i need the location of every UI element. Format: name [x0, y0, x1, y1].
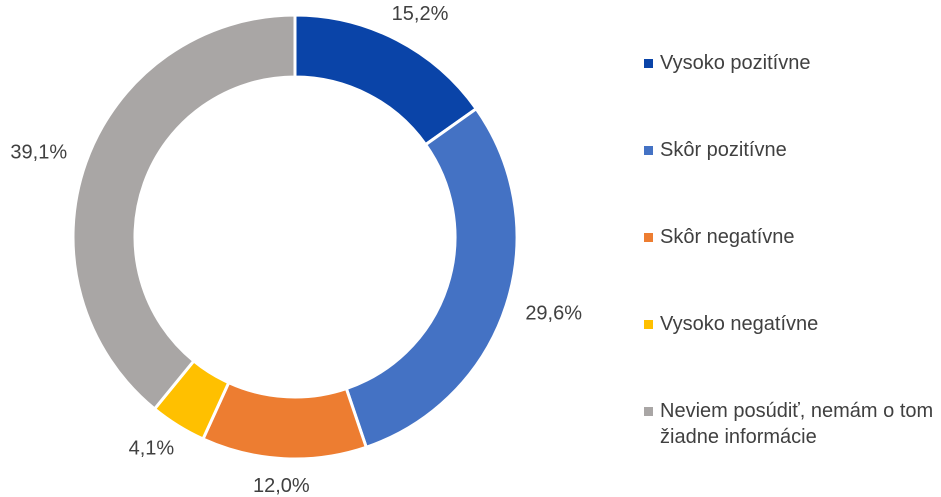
- legend-label: Skôr negatívne: [660, 226, 795, 248]
- data-label: 15,2%: [392, 3, 449, 25]
- legend-swatch: [644, 146, 653, 155]
- data-label: 39,1%: [10, 141, 67, 163]
- data-label: 4,1%: [129, 438, 175, 460]
- donut-segment: [344, 106, 519, 450]
- donut-segment: [71, 13, 297, 412]
- data-label: 12,0%: [253, 475, 310, 497]
- legend-label: Vysoko negatívne: [660, 313, 819, 335]
- data-label: 29,6%: [525, 303, 582, 325]
- legend-label: Vysoko pozitívne: [660, 52, 811, 74]
- legend-item: Vysoko pozitívne: [644, 50, 934, 76]
- legend-item: Skôr pozitívne: [644, 137, 934, 163]
- legend-item: Neviem posúdiť, nemám o tom žiadne infor…: [644, 398, 934, 450]
- legend-item: Vysoko negatívne: [644, 311, 934, 337]
- donut-segment: [201, 380, 369, 461]
- legend-swatch: [644, 59, 653, 68]
- legend-swatch: [644, 233, 653, 242]
- legend-swatch: [644, 407, 653, 416]
- donut-segment: [293, 13, 479, 147]
- legend-label: Skôr pozitívne: [660, 139, 787, 161]
- legend-swatch: [644, 320, 653, 329]
- legend-item: Skôr negatívne: [644, 224, 934, 250]
- legend-label: Neviem posúdiť, nemám o tom žiadne infor…: [660, 400, 934, 448]
